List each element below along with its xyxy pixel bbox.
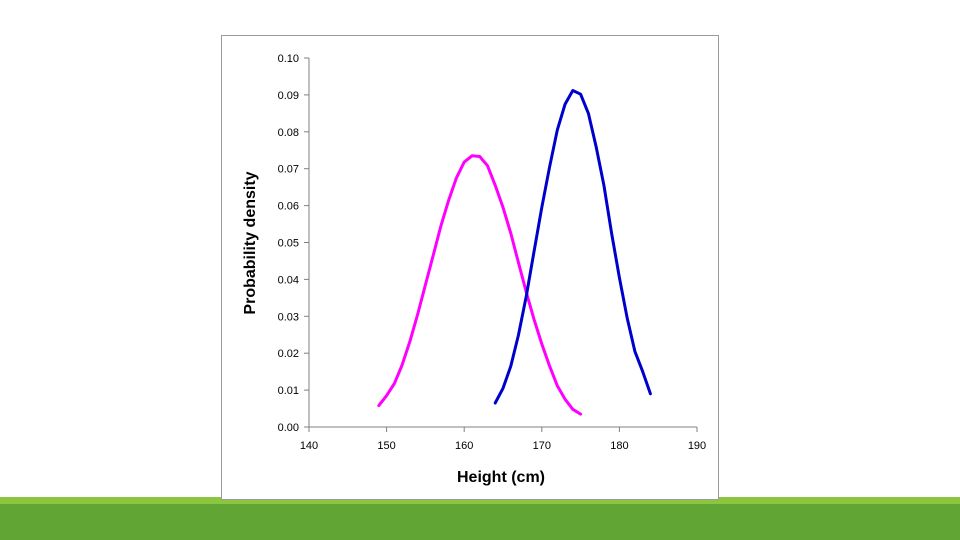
x-tick-label: 190 <box>688 440 706 452</box>
y-tick-label: 0.04 <box>278 274 299 286</box>
y-tick-label: 0.03 <box>278 311 299 323</box>
y-tick-label: 0.09 <box>278 90 299 102</box>
footer-band-light <box>0 497 960 504</box>
y-axis-title: Probability density <box>242 171 259 314</box>
x-axis-title: Height (cm) <box>457 469 545 486</box>
y-tick-label: 0.10 <box>278 53 299 65</box>
chart-axes <box>304 57 698 432</box>
footer-band-dark <box>0 504 960 540</box>
chart-frame: 0.00 0.01 0.02 0.03 0.04 0.05 0.06 0.07 0.08 0.09… <box>221 35 719 500</box>
x-tick-labels: 140 150 160 170 180 190 <box>300 440 706 452</box>
y-tick-label: 0.07 <box>278 164 299 176</box>
y-tick-label: 0.08 <box>278 127 299 139</box>
y-tick-label: 0.05 <box>278 238 299 250</box>
series-layer <box>377 89 652 416</box>
x-tick-label: 160 <box>455 440 473 452</box>
x-tick-label: 140 <box>300 440 318 452</box>
y-tick-label: 0.00 <box>278 422 299 434</box>
y-tick-label: 0.02 <box>278 348 299 360</box>
x-tick-label: 170 <box>533 440 551 452</box>
x-tick-label: 150 <box>377 440 395 452</box>
y-tick-label: 0.06 <box>278 201 299 213</box>
series-line-2 <box>493 89 652 405</box>
series-line-1 <box>377 154 583 416</box>
x-tick-label: 180 <box>610 440 628 452</box>
y-tick-label: 0.01 <box>278 385 299 397</box>
density-chart: 0.00 0.01 0.02 0.03 0.04 0.05 0.06 0.07 0.08 0.09… <box>242 53 706 486</box>
y-tick-labels: 0.00 0.01 0.02 0.03 0.04 0.05 0.06 0.07 0.08 0.09… <box>278 53 299 434</box>
